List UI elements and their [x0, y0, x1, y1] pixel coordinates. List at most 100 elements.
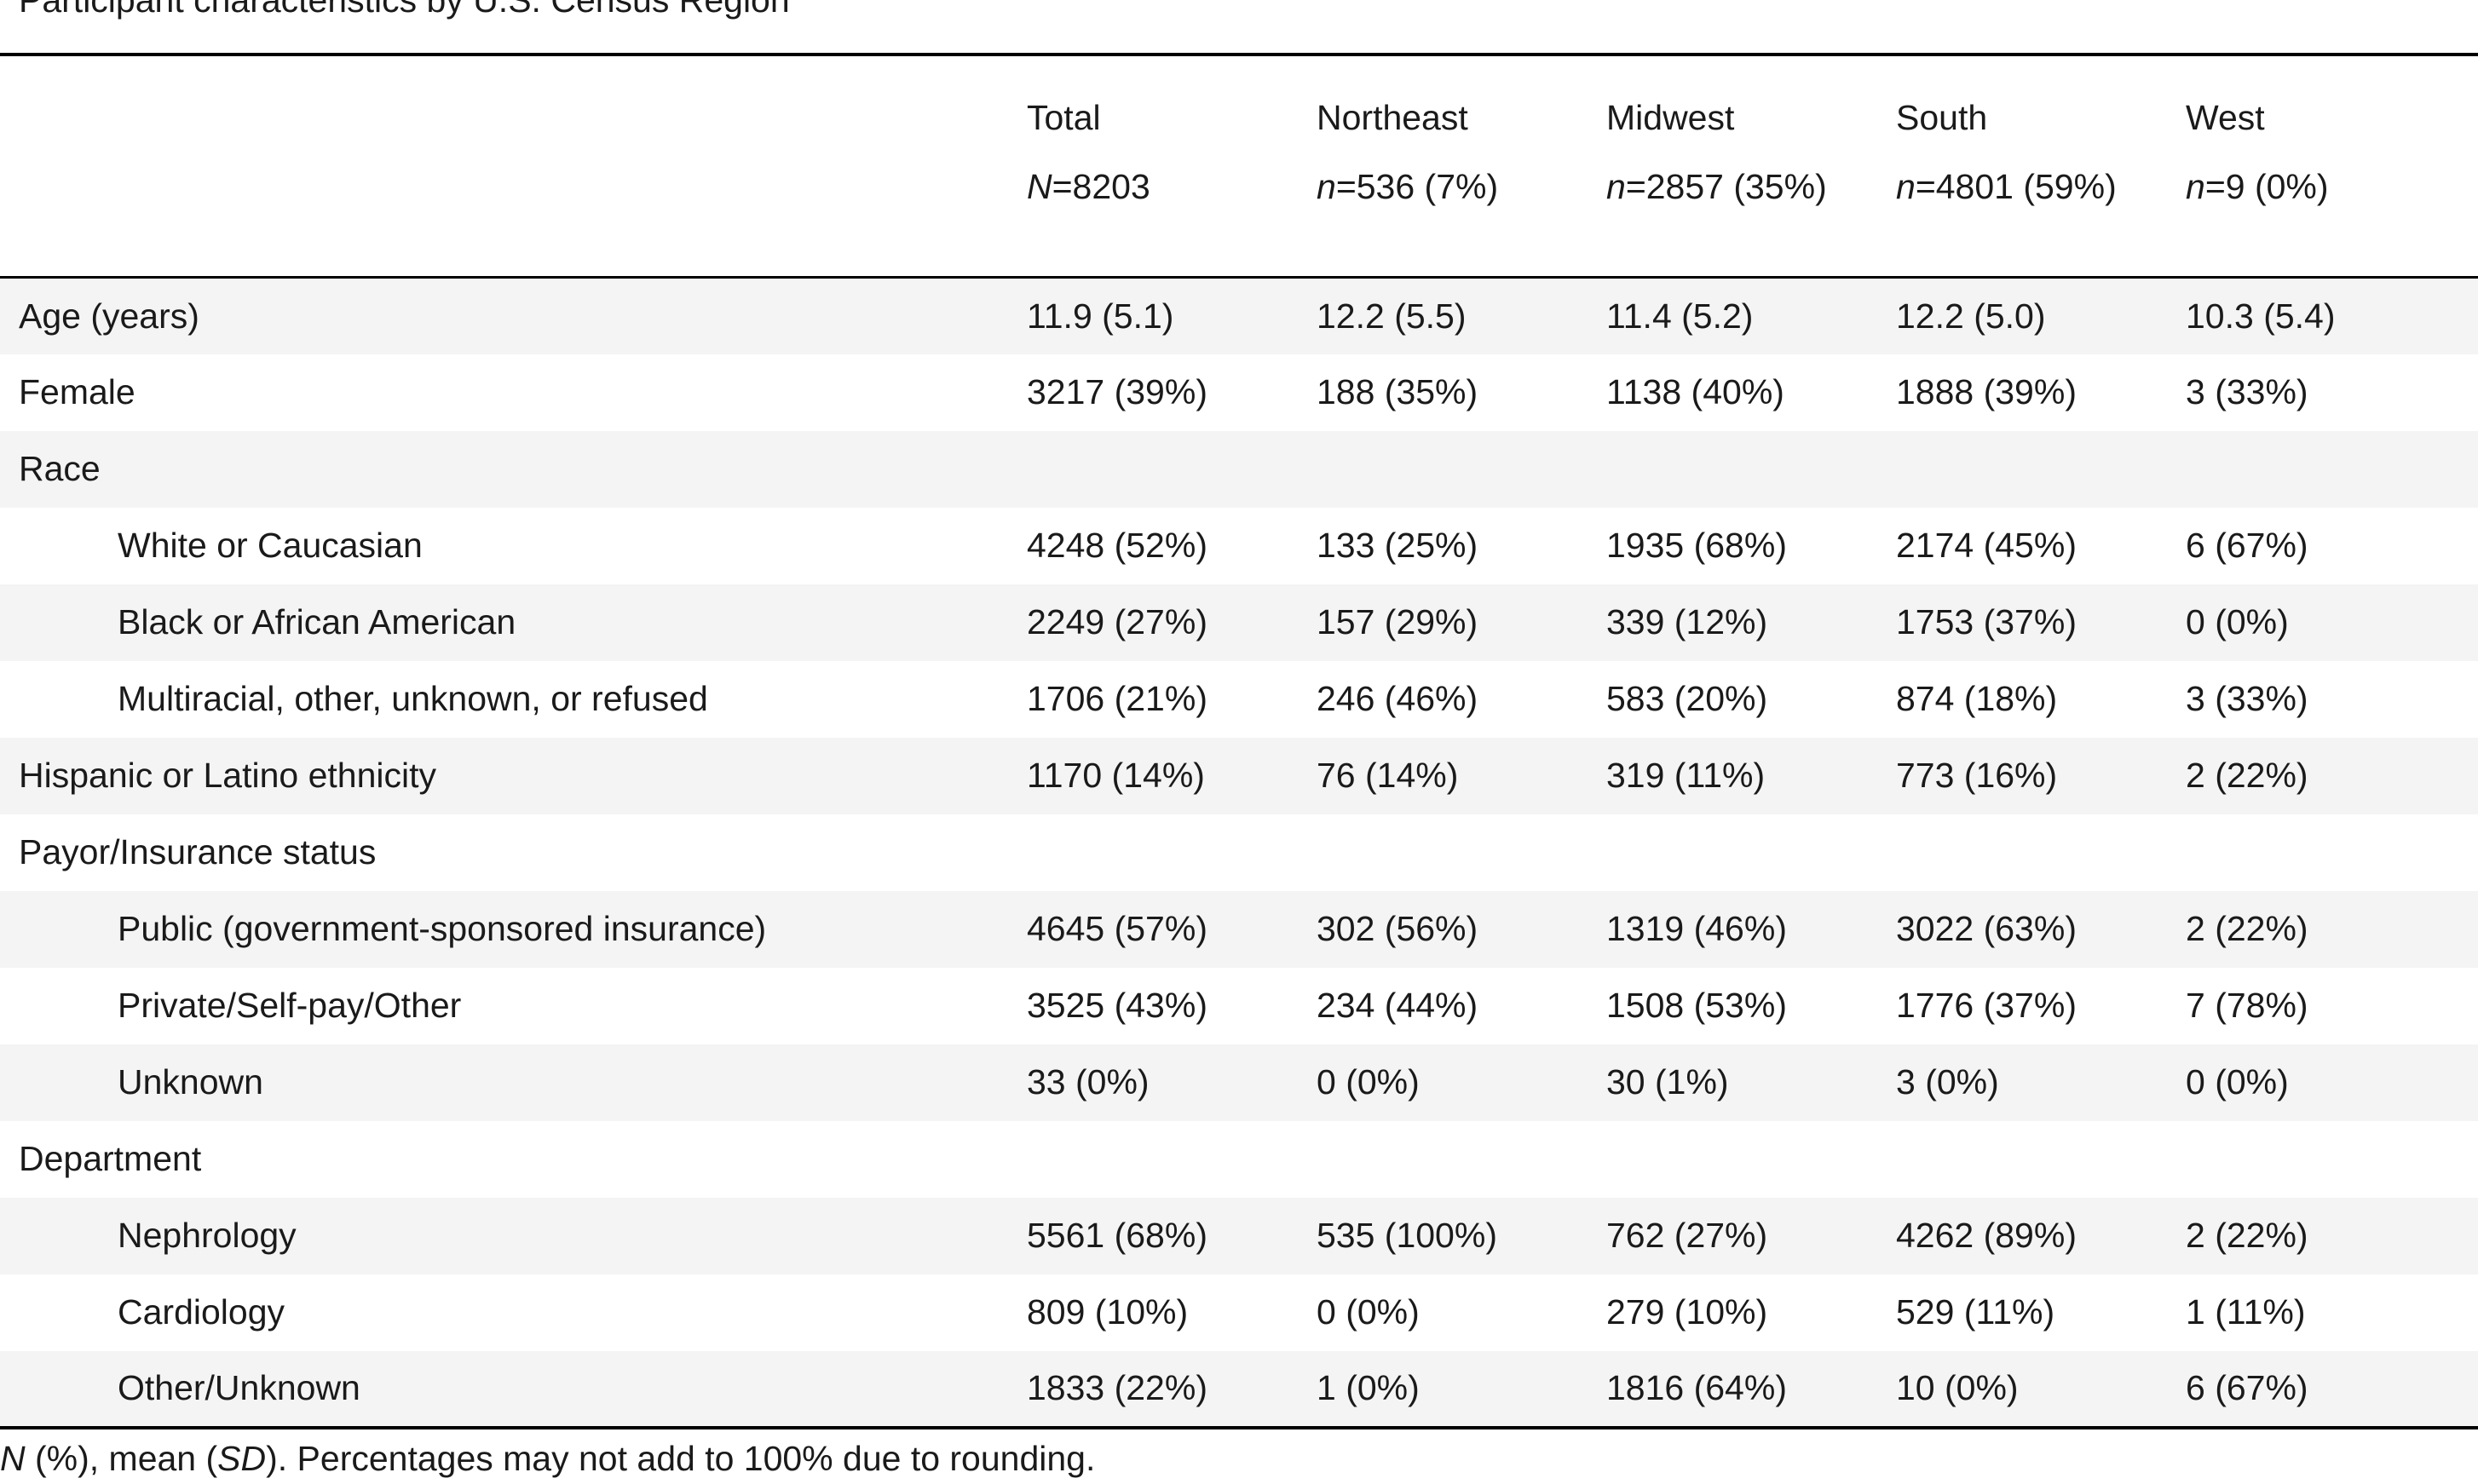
count-symbol: n: [1317, 167, 1336, 206]
header-northeast-count: n=536 (7%): [1317, 143, 1606, 279]
row-label: Age (years): [19, 296, 199, 336]
cell-northeast: 188 (35%): [1317, 372, 1478, 411]
cell-south: 1888 (39%): [1896, 372, 2077, 411]
cell-northeast: 157 (29%): [1317, 602, 1478, 641]
table-row: Female 3217 (39%) 188 (35%) 1138 (40%) 1…: [0, 354, 2478, 431]
table-row: Race: [0, 430, 2478, 508]
cell-midwest: [1606, 431, 1896, 508]
cell-northeast: 234 (44%): [1317, 986, 1478, 1025]
cell-midwest: 1935 (68%): [1606, 526, 1787, 565]
cell-west: 2 (22%): [2186, 1216, 2308, 1255]
row-label: Multiracial, other, unknown, or refused: [118, 679, 708, 718]
footnote-text-part2: ). Percentages may not add to 100% due t…: [266, 1439, 1096, 1478]
table-row: Public (government-sponsored insurance) …: [0, 890, 2478, 968]
participant-characteristics-table: Total Northeast Midwest South West N=820…: [0, 53, 2478, 1429]
cell-midwest: 319 (11%): [1606, 756, 1766, 795]
cell-south: [1896, 814, 2186, 891]
cell-midwest: [1606, 814, 1896, 891]
cell-south: 529 (11%): [1896, 1292, 2055, 1332]
count-symbol: N: [1027, 167, 1052, 206]
cell-total: 5561 (68%): [1027, 1216, 1207, 1255]
cell-midwest: 762 (27%): [1606, 1216, 1768, 1255]
header-empty-cell: [0, 53, 1027, 143]
cell-total: 3525 (43%): [1027, 986, 1207, 1025]
cell-south: 4262 (89%): [1896, 1216, 2077, 1255]
table-row: Private/Self-pay/Other 3525 (43%) 234 (4…: [0, 967, 2478, 1044]
table-body: Age (years) 11.9 (5.1) 12.2 (5.5) 11.4 (…: [0, 277, 2478, 1429]
table-row: Other/Unknown 1833 (22%) 1 (0%) 1816 (64…: [0, 1350, 2478, 1429]
cell-midwest: 1816 (64%): [1606, 1350, 1896, 1429]
header-midwest-count: n=2857 (35%): [1606, 143, 1896, 279]
cell-total: 4248 (52%): [1027, 526, 1207, 565]
cell-midwest: 1319 (46%): [1606, 909, 1787, 948]
row-label: Hispanic or Latino ethnicity: [19, 756, 436, 795]
cell-west: [2186, 431, 2478, 508]
cell-total: 11.9 (5.1): [1027, 296, 1174, 336]
cell-midwest: 11.4 (5.2): [1606, 296, 1754, 336]
cell-total: 1706 (21%): [1027, 679, 1207, 718]
cell-midwest: 339 (12%): [1606, 602, 1768, 641]
cell-midwest: 30 (1%): [1606, 1062, 1729, 1101]
cell-northeast: [1317, 431, 1606, 508]
cell-south: [1896, 1121, 2186, 1198]
cell-west: 7 (78%): [2186, 986, 2308, 1025]
header-midwest: Midwest: [1606, 53, 1896, 143]
row-label: Payor/Insurance status: [19, 832, 377, 871]
cell-total: [1027, 1121, 1317, 1198]
row-label: Department: [19, 1139, 202, 1178]
cell-northeast: 0 (0%): [1317, 1062, 1420, 1101]
cell-west: 3 (33%): [2186, 372, 2308, 411]
cell-west: 10.3 (5.4): [2186, 296, 2336, 336]
cell-south: 12.2 (5.0): [1896, 296, 2046, 336]
row-label: Cardiology: [118, 1292, 285, 1332]
cell-south: [1896, 431, 2186, 508]
count-symbol: n: [1606, 167, 1626, 206]
cell-south: 10 (0%): [1896, 1350, 2186, 1429]
cell-midwest: 279 (10%): [1606, 1292, 1768, 1332]
cell-south: 773 (16%): [1896, 756, 2058, 795]
row-label: Race: [19, 449, 101, 488]
cell-total: 1833 (22%): [1027, 1350, 1317, 1429]
table-caption: Participant characteristics by U.S. Cens…: [19, 0, 790, 34]
header-row-names: Total Northeast Midwest South West: [0, 53, 2478, 143]
cell-west: 2 (22%): [2186, 909, 2308, 948]
cell-northeast: 302 (56%): [1317, 909, 1478, 948]
cell-south: 3 (0%): [1896, 1062, 1999, 1101]
table-row: Department: [0, 1120, 2478, 1198]
header-total: Total: [1027, 53, 1317, 143]
cell-northeast: 12.2 (5.5): [1317, 296, 1467, 336]
table-footnote: N (%), mean (SD). Percentages may not ad…: [0, 1433, 1095, 1484]
cell-midwest: 583 (20%): [1606, 679, 1768, 718]
cell-total: 4645 (57%): [1027, 909, 1207, 948]
table-row: Payor/Insurance status: [0, 814, 2478, 891]
table-header: Total Northeast Midwest South West N=820…: [0, 53, 2478, 279]
header-west: West: [2186, 53, 2478, 143]
table-row: Unknown 33 (0%) 0 (0%) 30 (1%) 3 (0%) 0 …: [0, 1044, 2478, 1121]
header-south-count: n=4801 (59%): [1896, 143, 2186, 279]
count-symbol: n: [1896, 167, 1916, 206]
cell-midwest: 1138 (40%): [1606, 372, 1784, 411]
cell-west: 0 (0%): [2186, 602, 2289, 641]
table-row: Nephrology 5561 (68%) 535 (100%) 762 (27…: [0, 1197, 2478, 1274]
cell-west: [2186, 814, 2478, 891]
header-northeast: Northeast: [1317, 53, 1606, 143]
cell-northeast: 76 (14%): [1317, 756, 1459, 795]
cell-west: 3 (33%): [2186, 679, 2308, 718]
cell-west: [2186, 1121, 2478, 1198]
count-value: =2857 (35%): [1625, 167, 1827, 206]
row-label: White or Caucasian: [118, 526, 423, 565]
row-label: Unknown: [118, 1062, 263, 1101]
cell-northeast: 535 (100%): [1317, 1216, 1497, 1255]
cell-northeast: 133 (25%): [1317, 526, 1478, 565]
cell-south: 1753 (37%): [1896, 602, 2077, 641]
row-label: Nephrology: [118, 1216, 297, 1255]
footnote-text-part1: (%), mean (: [25, 1439, 218, 1478]
cell-midwest: [1606, 1121, 1896, 1198]
count-value: =4801 (59%): [1915, 167, 2117, 206]
row-label: Public (government-sponsored insurance): [118, 909, 767, 948]
cell-west: 6 (67%): [2186, 526, 2308, 565]
table-row: Cardiology 809 (10%) 0 (0%) 279 (10%) 52…: [0, 1274, 2478, 1351]
row-label: Private/Self-pay/Other: [118, 986, 462, 1025]
header-empty-cell: [0, 143, 1027, 279]
cell-west: 6 (67%): [2186, 1350, 2478, 1429]
